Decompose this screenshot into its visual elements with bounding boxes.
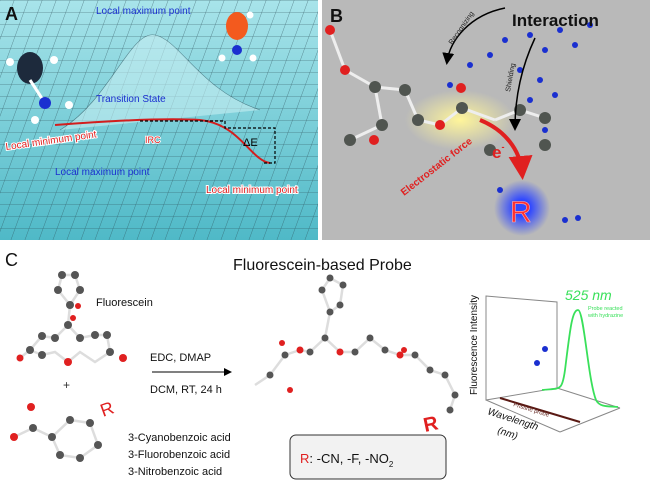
shielding-arrow bbox=[509, 37, 536, 131]
hydrazine-icon bbox=[542, 346, 548, 352]
electron-label: e- bbox=[492, 142, 504, 162]
pristine-probe-line bbox=[499, 397, 581, 423]
fluorescein-label: Fluorescein bbox=[96, 297, 153, 309]
r-group-label: R bbox=[510, 196, 532, 229]
delta-e-dashes bbox=[140, 120, 276, 164]
spectrum-ylabel: Fluorescence Intensity bbox=[469, 295, 480, 395]
local-max-top-label: Local maximum point bbox=[96, 6, 191, 17]
irc-label: IRC bbox=[145, 135, 161, 145]
interaction-title: Interaction bbox=[512, 11, 599, 30]
hydrazine-cluster bbox=[447, 22, 593, 223]
panel-b: B Interaction Recognizing Shielding Elec… bbox=[322, 0, 650, 240]
transition-state-label: Transition State bbox=[96, 94, 166, 105]
r-definition-text: R: -CN, -F, -NO2 bbox=[300, 451, 394, 469]
reacted-label-2: with hydrazine bbox=[587, 313, 623, 319]
panel-a: A Local maximum point Transition State L… bbox=[0, 0, 318, 240]
panel-a-label: A bbox=[5, 4, 18, 24]
recognizing-arrow bbox=[442, 7, 506, 65]
delta-e-label: ΔE bbox=[243, 137, 258, 149]
acid-1: 3-Cyanobenzoic acid bbox=[128, 432, 231, 444]
panel-b-label: B bbox=[330, 6, 343, 26]
local-min-right-label: Local minimum point bbox=[206, 185, 298, 196]
fluorescein-molecule bbox=[16, 271, 127, 366]
acid-3: 3-Nitrobenzoic acid bbox=[128, 466, 222, 478]
electrostatic-arrow bbox=[479, 118, 533, 180]
acid-2: 3-Fluorobenzoic acid bbox=[128, 449, 230, 461]
spectrum-plot: Fluorescence Intensity Wavelength (nm) 5… bbox=[469, 287, 623, 442]
probe-molecule bbox=[254, 274, 459, 414]
panel-c-title: Fluorescein-based Probe bbox=[233, 257, 412, 274]
molecule-orange bbox=[218, 11, 257, 62]
panel-c: C Fluorescein-based Probe Fluorescein + … bbox=[5, 250, 623, 480]
molecule-dark bbox=[6, 52, 73, 124]
shielding-label: Shielding bbox=[505, 63, 517, 93]
r-group-acid: R bbox=[98, 398, 117, 421]
molecule-grey bbox=[325, 25, 551, 156]
r-group-probe: R bbox=[421, 412, 440, 437]
reacted-probe-curve bbox=[541, 309, 619, 408]
reacted-label-1: Probe reacted bbox=[588, 306, 623, 312]
plus-sign: + bbox=[63, 378, 70, 392]
r-definition-box: R: -CN, -F, -NO2 bbox=[289, 434, 447, 480]
irc-path bbox=[54, 118, 271, 164]
reagents-bottom: DCM, RT, 24 h bbox=[150, 384, 222, 396]
benzoic-acid-molecule bbox=[10, 403, 102, 462]
panel-c-label: C bbox=[5, 250, 18, 270]
peak-label: 525 nm bbox=[565, 287, 612, 303]
local-max-bottom-label: Local maximum point bbox=[55, 167, 150, 178]
spectrum-xlabel-2: (nm) bbox=[496, 425, 519, 442]
reagents-top: EDC, DMAP bbox=[150, 352, 211, 364]
